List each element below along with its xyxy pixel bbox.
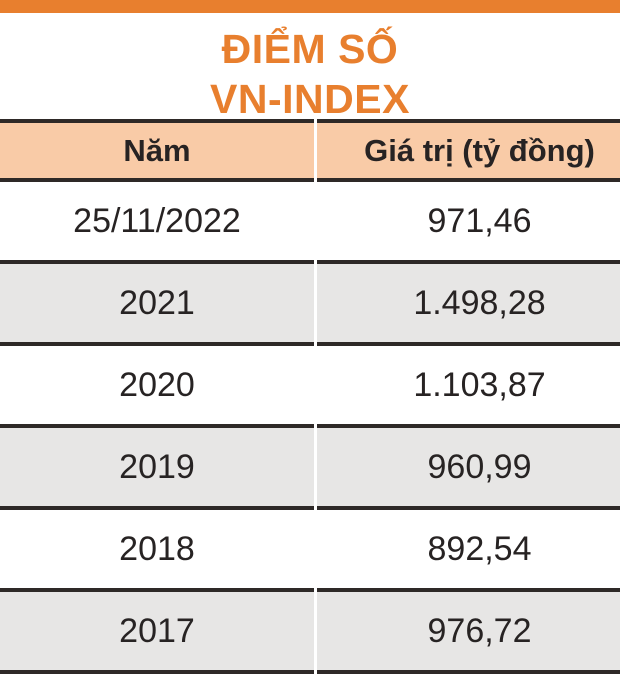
title-line-2: VN-INDEX [210,76,410,122]
column-header-year: Năm [0,119,314,182]
table-row: 2021 1.498,28 [0,264,620,346]
vn-index-table: Năm Giá trị (tỷ đồng) 25/11/2022 971,46 … [0,119,620,674]
cell-value: 971,46 [317,182,620,264]
cell-value: 960,99 [317,428,620,510]
cell-year: 2018 [0,510,314,592]
cell-value: 892,54 [317,510,620,592]
table-row: 2017 976,72 [0,592,620,674]
title-line-1: ĐIỂM SỐ [221,26,399,72]
table-header-row: Năm Giá trị (tỷ đồng) [0,119,620,182]
table-row: 2020 1.103,87 [0,346,620,428]
cell-year: 2017 [0,592,314,674]
content-area: ĐIỂM SỐ VN-INDEX Năm Giá trị (tỷ đồng) 2… [0,0,620,674]
table-row: 2019 960,99 [0,428,620,510]
cell-year: 25/11/2022 [0,182,314,264]
cell-value: 1.498,28 [317,264,620,346]
accent-top-bar [0,0,620,13]
cell-year: 2019 [0,428,314,510]
column-header-value: Giá trị (tỷ đồng) [317,119,620,182]
table-row: 25/11/2022 971,46 [0,182,620,264]
page-title: ĐIỂM SỐ VN-INDEX [0,13,620,122]
table-row: 2018 892,54 [0,510,620,592]
cell-value: 976,72 [317,592,620,674]
cell-year: 2020 [0,346,314,428]
cell-year: 2021 [0,264,314,346]
cell-value: 1.103,87 [317,346,620,428]
